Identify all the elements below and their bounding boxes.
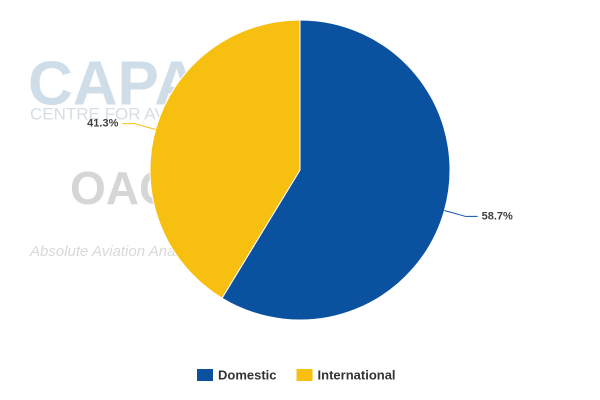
legend-swatch bbox=[197, 369, 213, 381]
data-label: 58.7% bbox=[482, 210, 513, 222]
leader-line bbox=[444, 210, 478, 217]
data-label: 41.3% bbox=[87, 117, 118, 129]
pie: 58.7% 41.3% bbox=[87, 19, 513, 321]
pie-slice bbox=[149, 19, 301, 299]
legend-label: International bbox=[318, 367, 396, 382]
legend-label: Domestic bbox=[218, 367, 277, 382]
legend: Domestic International bbox=[197, 367, 396, 382]
leader-line bbox=[122, 123, 156, 130]
watermark-text: Absolute Aviation Analytics bbox=[29, 243, 209, 260]
legend-swatch bbox=[296, 369, 313, 381]
pie-slice bbox=[221, 19, 451, 321]
